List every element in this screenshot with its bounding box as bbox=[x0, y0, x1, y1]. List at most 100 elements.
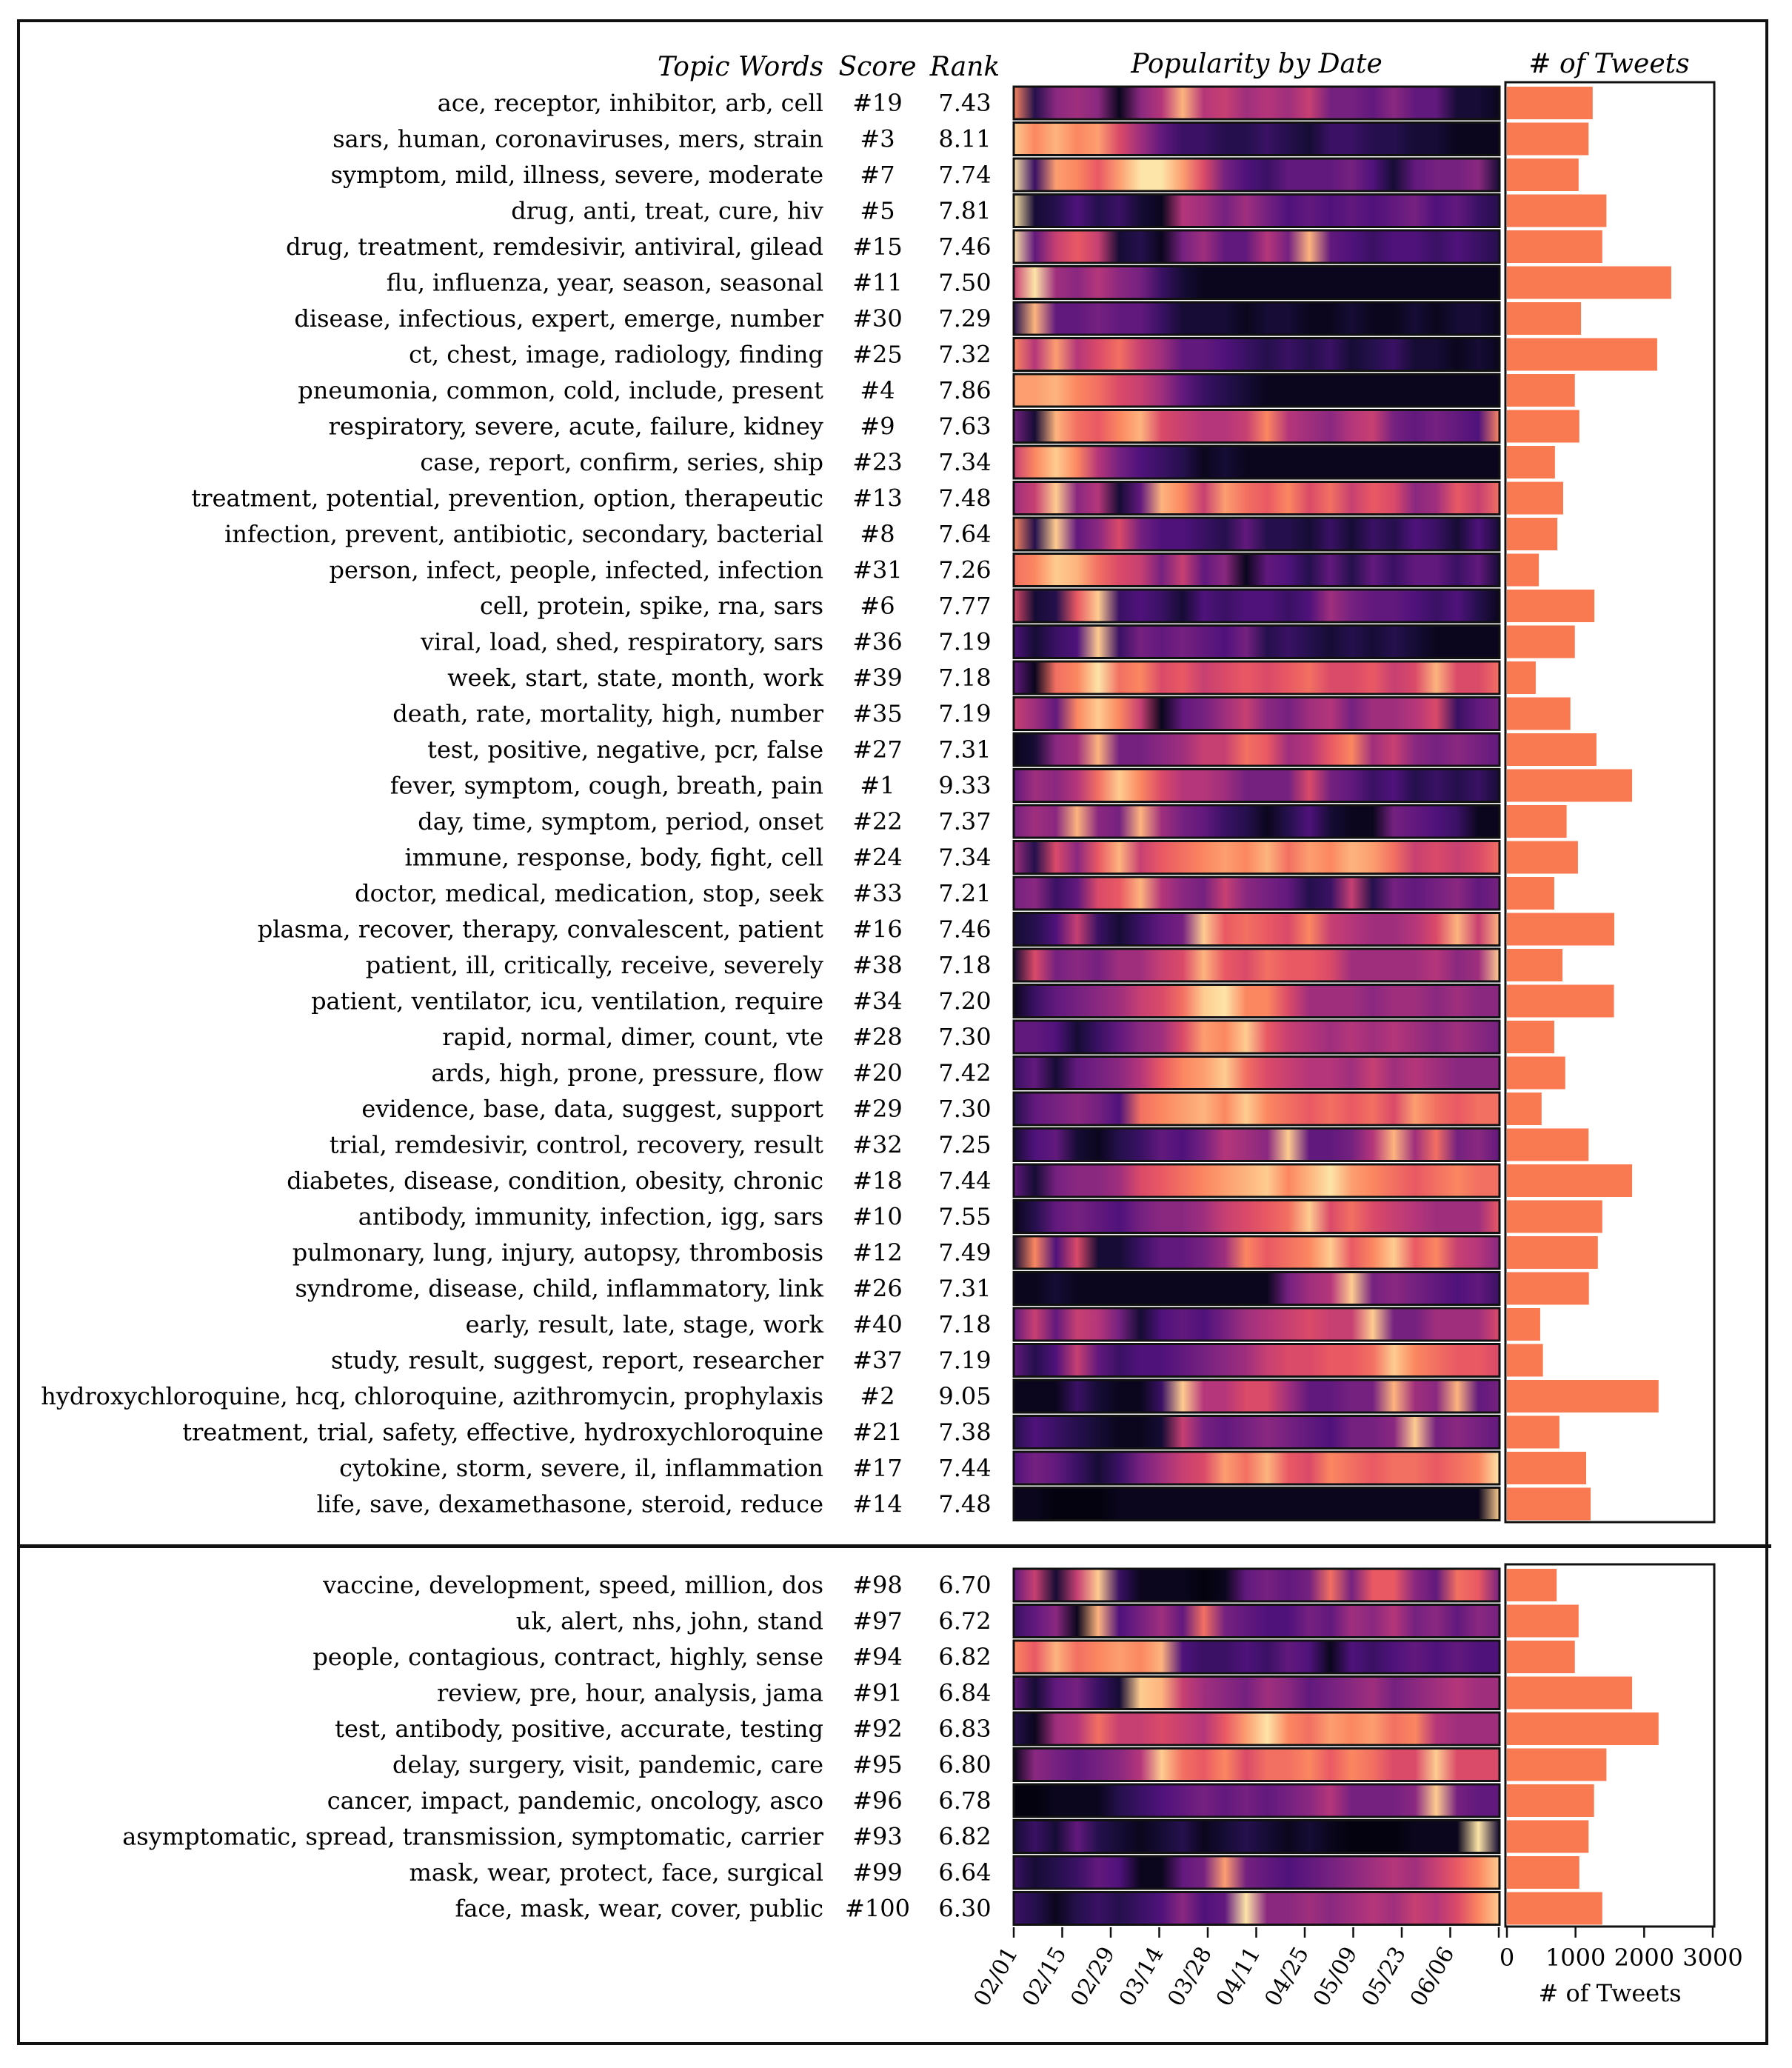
popularity-heatmap-strip bbox=[1012, 373, 1501, 408]
topic-score-label: #95 bbox=[852, 1751, 903, 1779]
tweet-count-bar bbox=[1507, 1093, 1542, 1125]
tweet-count-bar bbox=[1507, 1344, 1543, 1377]
topic-score-label: #24 bbox=[852, 844, 903, 872]
date-tick-label: 06/06 bbox=[1405, 1943, 1460, 2011]
tweet-panels bbox=[1504, 81, 1716, 1928]
topic-score-label: #23 bbox=[852, 448, 903, 476]
tweet-count-bar bbox=[1507, 733, 1597, 766]
topic-score-label: #98 bbox=[852, 1571, 903, 1599]
topic-words-label: plasma, recover, therapy, convalescent, … bbox=[258, 915, 823, 944]
topic-words-label: drug, treatment, remdesivir, antiviral, … bbox=[286, 233, 823, 261]
topic-score-label: #33 bbox=[852, 879, 903, 907]
topic-words-label: ards, high, prone, pressure, flow bbox=[431, 1059, 823, 1087]
column-headers: Topic Words Score Rank Popularity by Dat… bbox=[658, 49, 1690, 82]
topic-words-label: symptom, mild, illness, severe, moderate bbox=[331, 161, 823, 189]
tweet-count-bar bbox=[1507, 913, 1615, 946]
topic-words-label: people, contagious, contract, highly, se… bbox=[312, 1643, 823, 1671]
tweet-count-bar bbox=[1507, 1415, 1559, 1449]
topic-score-label: #30 bbox=[852, 304, 903, 333]
topic-row: cancer, impact, pandemic, oncology, asco… bbox=[327, 1783, 1594, 1818]
topic-rank-label: 7.86 bbox=[938, 376, 991, 404]
topic-score-label: #10 bbox=[852, 1203, 903, 1231]
topic-row: viral, load, shed, respiratory, sars #36 7… bbox=[420, 624, 1575, 659]
topic-row: treatment, potential, prevention, option… bbox=[191, 481, 1563, 516]
topic-row: delay, surgery, visit, pandemic, care #95… bbox=[392, 1747, 1607, 1782]
topic-row: plasma, recover, therapy, convalescent, … bbox=[258, 912, 1615, 947]
topic-words-label: flu, influenza, year, season, seasonal bbox=[387, 269, 823, 297]
tweet-count-bar bbox=[1507, 841, 1578, 874]
topic-score-label: #40 bbox=[852, 1310, 903, 1338]
tweet-count-bar bbox=[1507, 697, 1571, 730]
topic-score-label: #27 bbox=[852, 736, 903, 764]
topic-row: week, start, state, month, work #39 7.18 bbox=[447, 660, 1536, 696]
topic-words-label: respiratory, severe, acute, failure, kid… bbox=[329, 413, 823, 441]
topic-row: cell, protein, spike, rna, sars #6 7.77 bbox=[480, 588, 1595, 624]
topic-score-label: #22 bbox=[852, 807, 903, 835]
topic-rank-label: 9.33 bbox=[938, 772, 991, 800]
tweet-count-bar bbox=[1507, 159, 1579, 191]
popularity-heatmap-strip bbox=[1012, 1747, 1501, 1782]
topic-rows: ace, receptor, inhibitor, arb, cell #19 7.… bbox=[41, 85, 1671, 1926]
date-tick-label: 04/25 bbox=[1260, 1943, 1314, 2011]
topic-rank-label: 7.46 bbox=[938, 233, 991, 261]
topic-rank-label: 7.29 bbox=[938, 304, 991, 333]
topic-row: infection, prevent, antibiotic, secondar… bbox=[224, 516, 1558, 552]
topic-score-label: #12 bbox=[852, 1238, 903, 1267]
topic-score-label: #94 bbox=[852, 1643, 903, 1671]
topic-words-label: syndrome, disease, child, inflammatory, … bbox=[295, 1275, 823, 1303]
topic-row: study, result, suggest, report, research… bbox=[331, 1343, 1543, 1378]
topic-row: hydroxychloroquine, hcq, chloroquine, az… bbox=[41, 1378, 1659, 1414]
topic-words-label: treatment, potential, prevention, option… bbox=[191, 484, 823, 513]
topic-row: disease, infectious, expert, emerge, num… bbox=[294, 301, 1582, 336]
topic-score-label: #11 bbox=[852, 269, 903, 297]
topic-rank-label: 7.30 bbox=[938, 1095, 991, 1123]
topic-rank-label: 7.38 bbox=[938, 1418, 991, 1447]
topic-words-label: fever, symptom, cough, breath, pain bbox=[390, 772, 823, 800]
popularity-heatmap-strip bbox=[1012, 1639, 1501, 1675]
topic-words-label: vaccine, development, speed, million, do… bbox=[322, 1571, 823, 1599]
popularity-heatmap-strip bbox=[1012, 516, 1501, 552]
topic-rank-label: 7.50 bbox=[938, 269, 991, 297]
topic-rank-label: 7.43 bbox=[938, 89, 991, 117]
topic-score-label: #17 bbox=[852, 1454, 903, 1482]
topic-score-label: #8 bbox=[860, 520, 895, 548]
topic-words-label: person, infect, people, infected, infect… bbox=[330, 556, 823, 584]
topic-words-label: diabetes, disease, condition, obesity, c… bbox=[287, 1167, 823, 1195]
tweet-count-bar bbox=[1507, 1487, 1591, 1521]
popularity-heatmap-strip bbox=[1012, 1415, 1501, 1450]
popularity-heatmap-strip bbox=[1012, 301, 1501, 336]
popularity-heatmap-strip bbox=[1012, 265, 1501, 300]
topic-score-label: #32 bbox=[852, 1131, 903, 1159]
topic-score-label: #25 bbox=[852, 341, 903, 369]
tweet-count-bar bbox=[1507, 769, 1633, 802]
topic-score-label: #39 bbox=[852, 664, 903, 692]
topic-rank-label: 7.63 bbox=[938, 413, 991, 441]
topic-words-label: delay, surgery, visit, pandemic, care bbox=[392, 1751, 823, 1779]
topic-score-label: #16 bbox=[852, 915, 903, 944]
topic-rank-label: 6.83 bbox=[938, 1715, 991, 1743]
topic-rank-label: 6.72 bbox=[938, 1607, 991, 1635]
popularity-heatmap-strip bbox=[1012, 1567, 1501, 1603]
tweet-count-bar bbox=[1507, 1200, 1602, 1233]
popularity-heatmap-strip bbox=[1012, 947, 1501, 983]
topic-row: test, antibody, positive, accurate, test… bbox=[335, 1711, 1659, 1747]
tweet-count-bar bbox=[1507, 1272, 1589, 1305]
popularity-heatmap-strip bbox=[1012, 1235, 1501, 1270]
topic-score-label: #3 bbox=[860, 125, 895, 153]
popularity-heatmap-strip bbox=[1012, 1855, 1501, 1890]
header-rank: Rank bbox=[929, 52, 1000, 82]
topic-words-label: patient, ill, critically, receive, sever… bbox=[366, 951, 823, 979]
topic-rank-label: 7.55 bbox=[938, 1203, 991, 1231]
tweet-count-bar bbox=[1507, 266, 1671, 299]
topic-score-label: #19 bbox=[852, 89, 903, 117]
topic-rank-label: 6.82 bbox=[938, 1643, 991, 1671]
date-tick-label: 05/23 bbox=[1357, 1943, 1411, 2011]
topic-row: face, mask, wear, cover, public #100 6.30 bbox=[455, 1891, 1602, 1926]
popularity-heatmap-strip bbox=[1012, 1199, 1501, 1234]
topic-rank-label: 6.82 bbox=[938, 1823, 991, 1851]
tweets-tick-label: 1000 bbox=[1545, 1944, 1605, 1972]
topic-row: early, result, late, stage, work #40 7.18 bbox=[466, 1307, 1540, 1342]
popularity-heatmap-strip bbox=[1012, 1271, 1501, 1306]
topic-row: syndrome, disease, child, inflammatory, … bbox=[295, 1271, 1589, 1306]
topic-row: fever, symptom, cough, breath, pain #1 9.3… bbox=[390, 768, 1633, 803]
